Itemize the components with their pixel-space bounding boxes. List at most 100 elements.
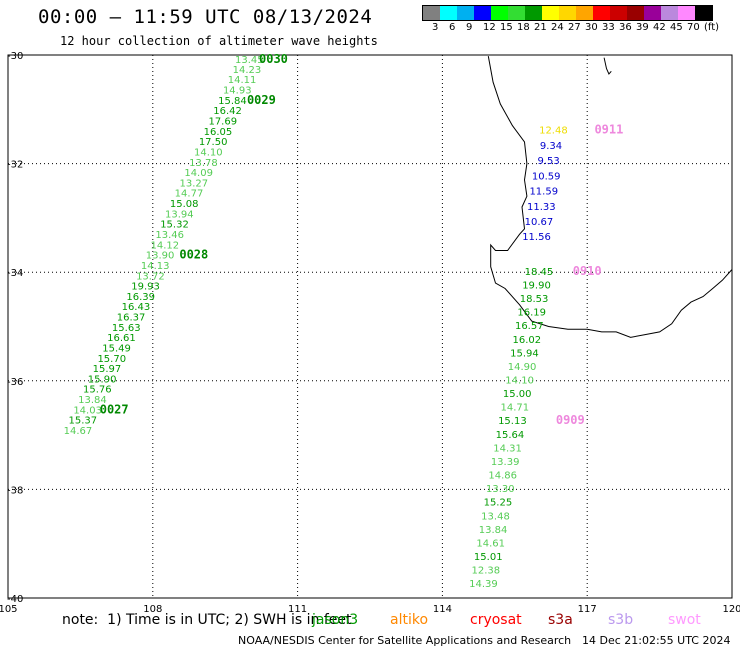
color-scale-swatch [610,6,627,20]
swh-value-label: 15.00 [503,389,532,400]
color-scale-label: 21 [534,22,547,33]
color-scale-swatch [644,6,661,20]
color-scale-swatch [491,6,508,20]
swh-value-label: 12.48 [539,126,568,137]
swh-value-label: 14.03 [73,405,102,416]
swh-value-label: 13.30 [486,484,515,495]
swh-value-label: 18.45 [525,267,554,278]
swh-value-label: 15.94 [510,348,539,359]
swh-value-label: 11.33 [527,202,556,213]
swh-value-label: 14.09 [184,168,213,179]
pass-time-label: 0909 [556,413,585,427]
lon-tick-label: 114 [433,604,452,615]
swh-value-label: 17.69 [208,117,237,128]
swh-value-label: 14.93 [223,86,252,97]
color-scale-label: 36 [619,22,632,33]
swh-value-label: 15.32 [160,220,189,231]
color-scale-label: 70 [687,22,700,33]
swh-value-label: 13.78 [189,158,218,169]
footnote: note: 1) Time is in UTC; 2) SWH is in fe… [62,612,352,628]
map-frame [7,54,733,599]
swh-value-label: 13.39 [491,457,520,468]
color-scale-swatch [508,6,525,20]
swh-value-label: 13.48 [481,511,510,522]
swh-value-label: 15.90 [88,374,117,385]
swh-value-label: 14.12 [151,240,180,251]
swh-value-label: 14.39 [469,579,498,590]
swh-value-label: 15.63 [112,323,141,334]
lon-tick-label: 105 [0,604,18,615]
color-scale-label: 24 [551,22,564,33]
color-scale-swatch [593,6,610,20]
mission-label: cryosat [470,612,522,628]
color-scale-label: (ft) [704,22,720,33]
color-scale-label: 9 [466,22,473,33]
color-scale-swatch [525,6,542,20]
swh-value-label: 13.90 [146,251,175,262]
swh-value-label: 15.08 [170,199,199,210]
generated-timestamp: 14 Dec 21:02:55 UTC 2024 [582,634,731,647]
swh-value-label: 15.13 [498,416,527,427]
coastline [487,56,733,338]
swh-value-label: 15.76 [83,385,112,396]
swh-value-label: 16.37 [117,313,146,324]
swh-value-label: 14.86 [488,471,517,482]
swh-value-label: 13.46 [155,230,184,241]
chart-title: 00:00 — 11:59 UTC 08/13/2024 [38,6,373,28]
swh-value-label: 15.84 [218,96,247,107]
swh-value-label: 16.43 [122,302,151,313]
swh-value-label: 15.70 [97,354,126,365]
lon-tick-label: 108 [143,604,162,615]
lat-tick-label: -40 [7,594,23,605]
swh-value-label: 10.67 [525,217,554,228]
mission-label: s3a [548,612,573,628]
swh-value-label: 13.94 [165,209,194,220]
swh-value-label: 15.64 [496,430,525,441]
mission-label: s3b [608,612,634,628]
swh-value-label: 13.27 [180,178,209,189]
swh-value-label: 16.05 [204,127,233,138]
swh-value-label: 17.50 [199,137,228,148]
color-scale-label: 6 [449,22,456,33]
swh-value-label: 16.61 [107,333,136,344]
color-scale-swatch [440,6,457,20]
swh-value-label: 16.19 [517,308,546,319]
color-scale-swatch [559,6,576,20]
swh-value-label: 15.49 [102,343,131,354]
color-scale-label: 33 [602,22,615,33]
color-scale-swatch [474,6,491,20]
swh-value-label: 13.72 [136,271,165,282]
swh-value-label: 9.34 [540,141,562,152]
credit-line: NOAA/NESDIS Center for Satellite Applica… [238,634,572,647]
color-scale-swatch [423,6,440,20]
swh-value-label: 19.93 [131,282,160,293]
swh-value-label: 12.38 [472,566,501,577]
swh-value-label: 14.67 [64,426,93,437]
lon-tick-label: 111 [288,604,307,615]
color-scale-swatch [678,6,695,20]
swh-value-label: 13.84 [78,395,107,406]
swh-value-label: 16.39 [126,292,155,303]
pass-time-label: 0910 [573,264,602,278]
swh-value-label: 19.90 [522,280,551,291]
swh-value-label: 14.71 [500,403,529,414]
pass-time-label: 0028 [179,248,208,262]
lat-tick-label: -38 [7,485,23,496]
swh-value-label: 14.23 [233,65,262,76]
chart-subtitle: 12 hour collection of altimeter wave hei… [60,34,378,48]
color-scale-label: 3 [432,22,439,33]
lat-tick-label: -36 [7,377,23,388]
color-scale-label: 15 [500,22,513,33]
color-scale-label: 30 [585,22,598,33]
color-scale-swatch [627,6,644,20]
swh-value-label: 13.45 [235,55,264,66]
swh-value-label: 15.01 [474,552,503,563]
swh-value-label: 13.84 [479,525,508,536]
lon-tick-label: 120 [722,604,740,615]
pass-time-label: 0911 [594,123,623,137]
color-scale-swatch [457,6,474,20]
color-scale-swatch [695,6,712,20]
swh-value-label: 11.56 [522,232,551,243]
swh-value-label: 9.53 [537,156,559,167]
